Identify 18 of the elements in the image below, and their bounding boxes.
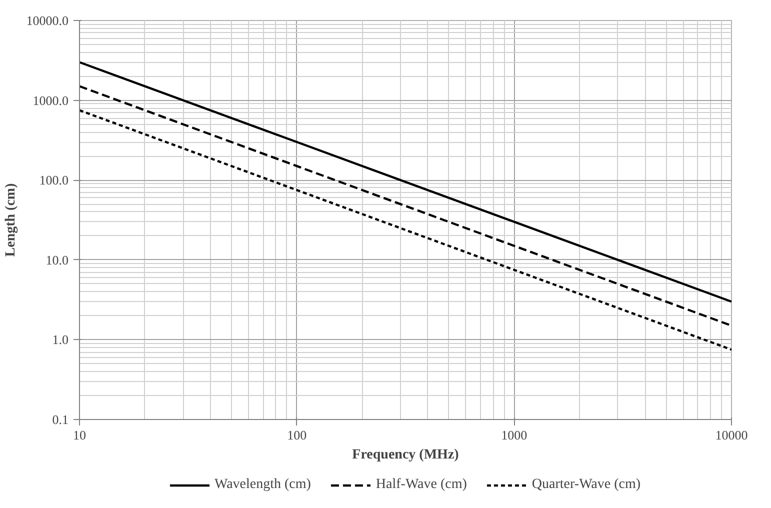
y-tick-label: 10000.0 xyxy=(26,13,68,28)
y-tick-label: 100.0 xyxy=(39,172,68,188)
y-tick-label: 10.0 xyxy=(46,252,68,268)
x-axis-title: Frequency (MHz) xyxy=(352,448,460,462)
legend-label: Half-Wave (cm) xyxy=(376,477,467,493)
legend-label: Quarter-Wave (cm) xyxy=(532,477,641,493)
line-series xyxy=(80,85,732,327)
x-tick-label: 10000 xyxy=(715,428,748,442)
x-tick-label: 10 xyxy=(73,428,86,442)
y-axis-title: Length (cm) xyxy=(3,182,18,257)
y-tick-label: 1000.0 xyxy=(32,92,68,108)
y-tick-label: 0.1 xyxy=(52,412,68,427)
x-tick-label: 1000 xyxy=(501,428,528,442)
legend-label: Wavelength (cm) xyxy=(214,477,311,493)
line-series xyxy=(80,61,732,303)
x-tick-label: 100 xyxy=(287,428,307,442)
y-tick-label: 1.0 xyxy=(52,332,68,348)
line-series xyxy=(80,109,732,351)
